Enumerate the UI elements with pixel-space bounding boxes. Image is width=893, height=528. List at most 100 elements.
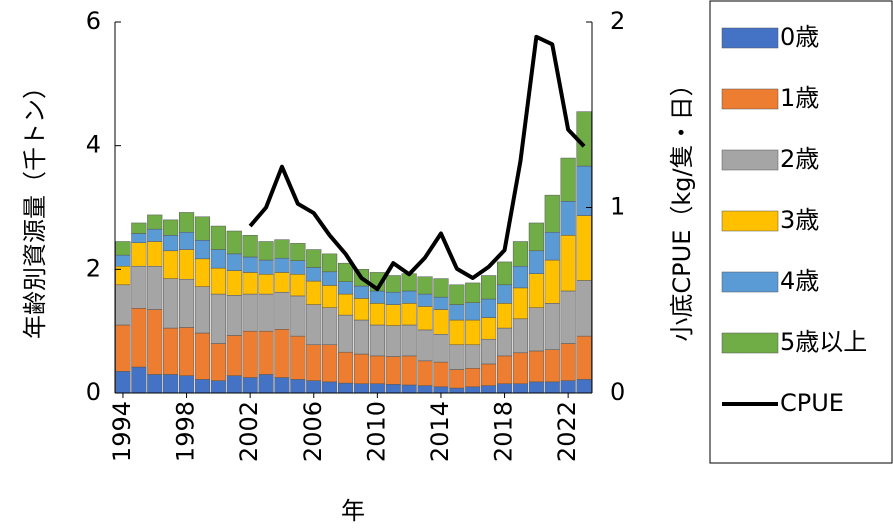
legend-label: 2歳: [780, 145, 819, 173]
bar-segment: [401, 303, 417, 326]
bar-segment: [147, 265, 163, 310]
bar-segment: [433, 278, 449, 298]
bar-segment: [576, 280, 592, 337]
bar-segment: [449, 304, 465, 321]
bar-segment: [369, 355, 385, 384]
legend-label: CPUE: [780, 389, 844, 417]
bar-segment: [385, 384, 401, 394]
bar-segment: [417, 306, 433, 331]
legend-label: 4歳: [780, 267, 819, 295]
bar-segment: [274, 291, 290, 330]
bar-segment: [131, 265, 147, 309]
x-tick-label: 2014: [426, 401, 454, 462]
bar-segment: [560, 157, 576, 202]
bar-segment: [465, 282, 481, 303]
bar-segment: [290, 379, 306, 394]
bar-segment: [210, 225, 226, 250]
bar-segment: [465, 386, 481, 394]
bar-segment: [385, 356, 401, 385]
bar-segment: [258, 374, 274, 394]
bar-segment: [417, 385, 433, 394]
bar-segment: [481, 363, 497, 386]
bar-segment: [258, 274, 274, 295]
bar-segment: [576, 215, 592, 281]
bar-segment: [560, 290, 576, 344]
bar-segment: [163, 327, 179, 375]
bar-segment: [528, 381, 544, 394]
bar-segment: [353, 285, 370, 299]
bar-segment: [163, 250, 179, 279]
bar-segment: [465, 344, 481, 369]
legend-swatch: [721, 88, 779, 110]
y2-tick-label: 2: [610, 7, 625, 35]
legend-label: 5歳以上: [780, 328, 867, 356]
bar-segment: [163, 219, 179, 236]
legend-swatch: [721, 332, 779, 354]
y-axis-title: 年齢別資源量（千トン）: [21, 75, 49, 339]
bar-segment: [242, 256, 258, 273]
legend-swatch: [721, 149, 779, 171]
bar-segment: [337, 351, 354, 384]
y-tick-label: 0: [86, 378, 101, 406]
bar-segment: [496, 303, 513, 329]
bar-segment: [258, 293, 274, 332]
bar-segment: [369, 383, 385, 394]
bar-segment: [131, 308, 147, 368]
bar-segment: [115, 371, 131, 394]
bar-segment: [306, 249, 322, 268]
bar-segment: [337, 314, 354, 353]
bar-segment: [512, 265, 529, 289]
bar-segment: [290, 243, 306, 261]
bar-segment: [337, 382, 354, 394]
bar-segment: [496, 327, 513, 357]
bar-segment: [560, 235, 576, 292]
bar-segment: [496, 284, 513, 304]
bar-segment: [560, 380, 576, 394]
bar-segment: [496, 261, 513, 286]
bar-segment: [306, 380, 322, 394]
bar-segment: [417, 276, 433, 295]
bar-segment: [322, 253, 338, 273]
bar-segment: [528, 307, 544, 352]
bar-segment: [290, 274, 306, 297]
bar-segment: [417, 360, 433, 386]
bar-segment: [337, 293, 354, 316]
bar-segment: [242, 293, 258, 332]
bar-segment: [306, 344, 322, 381]
bar-segment: [147, 374, 163, 394]
bar-segment: [115, 324, 131, 372]
bar-segment: [131, 366, 147, 394]
bar-segment: [322, 271, 338, 286]
x-tick-label: 2006: [299, 401, 327, 462]
bar-segment: [528, 250, 544, 274]
bar-segment: [306, 280, 322, 305]
bar-segment: [528, 273, 544, 308]
bar-segment: [194, 332, 211, 380]
bar-segment: [163, 374, 179, 394]
bar-segment: [417, 329, 433, 362]
bar-segment: [210, 249, 226, 269]
bar-segment: [242, 235, 258, 258]
bar-segment: [163, 235, 179, 252]
bar-segment: [226, 375, 242, 394]
bar-segment: [178, 327, 195, 376]
bar-segment: [226, 335, 242, 376]
bar-segment: [369, 303, 385, 326]
bar-segment: [226, 270, 242, 296]
bar-segment: [528, 222, 544, 252]
y2-tick-label: 0: [610, 378, 625, 406]
legend-label: 0歳: [780, 23, 819, 51]
bar-segment: [512, 287, 529, 320]
bar-segment: [353, 383, 370, 394]
bar-segment: [512, 383, 529, 394]
bar-segment: [274, 329, 290, 378]
bar-segment: [194, 379, 211, 394]
bar-segment: [115, 284, 131, 326]
bar-segment: [449, 284, 465, 305]
y-tick-label: 4: [86, 131, 101, 159]
bar-segment: [481, 298, 497, 318]
bar-segment: [147, 228, 163, 242]
bar-segment: [210, 380, 226, 394]
x-tick-label: 1998: [172, 401, 200, 462]
